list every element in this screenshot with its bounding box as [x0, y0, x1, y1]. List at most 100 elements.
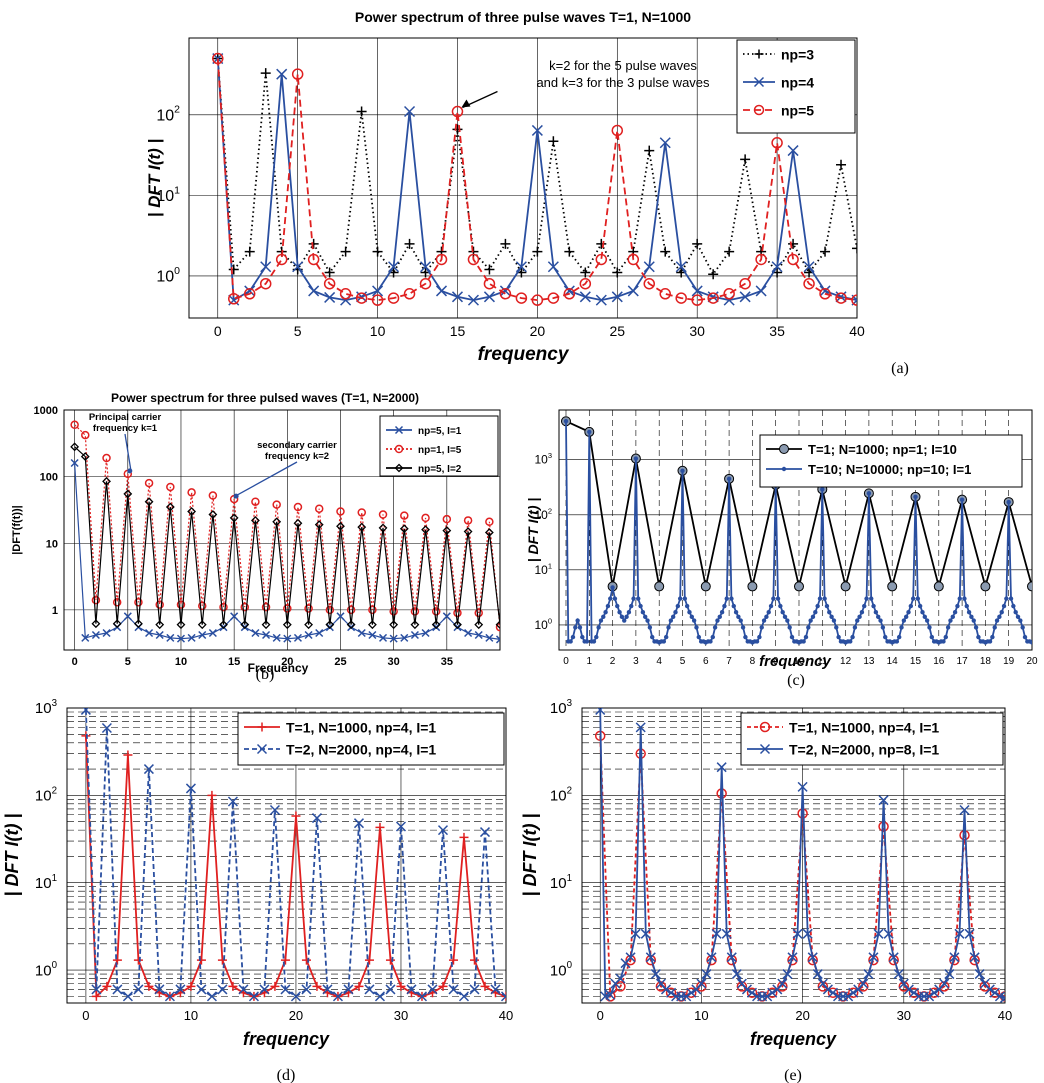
data-point [691, 294, 703, 306]
data-point [80, 452, 90, 461]
data-point [176, 600, 186, 609]
data-point [291, 811, 301, 821]
data-point [368, 630, 377, 640]
y-tick-label: 101 [35, 873, 57, 892]
data-point [862, 603, 867, 609]
data-point [484, 528, 494, 537]
data-point [91, 619, 101, 629]
data-point [645, 952, 656, 963]
y-tick-exp: 2 [567, 785, 572, 796]
data-point [708, 269, 719, 280]
data-point [719, 610, 725, 615]
x-tick-label: 35 [769, 323, 785, 339]
data-point [480, 981, 490, 991]
data-point [675, 603, 681, 609]
data-point [724, 246, 735, 257]
data-point [575, 618, 580, 623]
data-point [691, 285, 703, 297]
data-point [400, 633, 409, 642]
series-2 [70, 442, 500, 630]
y-axis-label: | DFT I(t) | [520, 813, 540, 896]
data-point [689, 614, 695, 620]
data-point [389, 634, 398, 643]
x-tick-label: 11 [817, 656, 828, 667]
x-tick-label: 17 [957, 656, 969, 667]
annotation-line: and k=3 for the 3 pulse waves [536, 75, 710, 90]
data-point [899, 625, 904, 630]
data-point [166, 482, 175, 492]
data-point [782, 614, 788, 620]
data-point [308, 285, 320, 297]
data-point [876, 614, 881, 620]
data-point [404, 105, 416, 118]
data-point [660, 246, 671, 257]
legend-label: np=4 [781, 74, 814, 90]
x-tick-label: 3 [633, 656, 639, 667]
x-tick-label: 19 [1003, 656, 1015, 667]
data-point [643, 261, 655, 273]
data-point [230, 612, 239, 621]
data-point [636, 596, 641, 601]
annotation-line: frequency k=1 [93, 423, 158, 434]
data-point [395, 821, 407, 832]
data-point [315, 628, 324, 638]
y-tick-exp: 1 [567, 873, 572, 884]
data-point [467, 294, 479, 306]
y-tick-label: 100 [534, 616, 552, 632]
data-point [933, 581, 944, 592]
data-point [579, 291, 591, 303]
y-tick-exp: 0 [567, 960, 573, 971]
y-tick-label: 102 [550, 785, 572, 804]
data-point [301, 955, 311, 965]
data-point [272, 517, 282, 527]
data-point [605, 989, 616, 1000]
data-point [822, 596, 827, 601]
data-point [270, 981, 280, 991]
data-point [721, 928, 732, 939]
data-point [563, 288, 576, 300]
data-point [739, 291, 751, 303]
data-point [640, 928, 651, 939]
data-point [712, 625, 718, 630]
data-point [396, 981, 406, 991]
x-tick-label: 7 [726, 656, 732, 667]
y-tick-base: 10 [534, 618, 548, 632]
chart-title: Power spectrum for three pulsed waves (T… [111, 391, 419, 405]
data-point [883, 928, 894, 939]
data-point [579, 277, 592, 290]
data-point [435, 253, 448, 266]
data-point [966, 610, 972, 615]
data-point [442, 612, 451, 621]
data-point [463, 516, 473, 525]
data-point [943, 634, 948, 640]
data-point [873, 610, 879, 615]
y-tick-base: 10 [550, 788, 567, 805]
data-point [797, 781, 808, 792]
data-point [186, 981, 196, 991]
panel-caption: (b) [256, 666, 275, 683]
data-point [612, 596, 618, 601]
y-tick-exp: 1 [548, 561, 552, 570]
x-tick-label: 25 [609, 323, 625, 339]
data-point [580, 267, 591, 278]
series-line [216, 58, 857, 302]
data-point [771, 137, 783, 149]
data-point [357, 628, 366, 638]
data-point [479, 827, 491, 838]
data-point [903, 614, 909, 620]
data-point [654, 581, 665, 592]
data-point [696, 634, 702, 640]
data-point [619, 614, 625, 620]
data-point [463, 527, 473, 536]
legend-box [740, 712, 1004, 766]
data-point [564, 246, 575, 257]
data-point [185, 783, 196, 794]
data-point [112, 619, 122, 629]
annotation-arrow [124, 433, 132, 470]
data-point [217, 955, 227, 965]
data-point [739, 277, 751, 290]
data-point [903, 984, 914, 995]
data-point [922, 614, 928, 620]
legend-label: T=1; N=1000; np=1; I=10 [808, 442, 957, 457]
data-point [400, 511, 409, 520]
